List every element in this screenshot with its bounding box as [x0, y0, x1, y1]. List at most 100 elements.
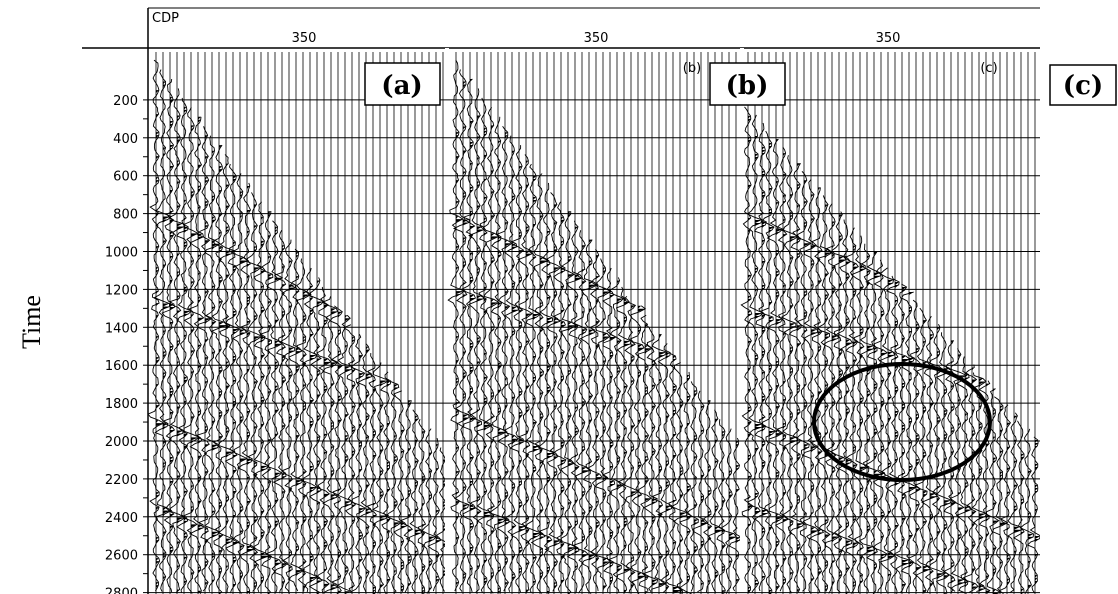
trace-positive-fill — [582, 245, 591, 558]
trace-positive-fill — [352, 336, 356, 589]
trace-positive-fill — [965, 374, 972, 588]
seismic-trace — [608, 277, 625, 593]
trace-positive-fill — [694, 390, 699, 574]
trace-positive-fill — [561, 216, 566, 583]
seismic-trace — [878, 267, 896, 593]
trace-positive-fill — [408, 400, 413, 587]
trace-positive-fill — [198, 116, 204, 594]
time-tick-label: 1000 — [105, 246, 138, 261]
seismic-panel-c — [740, 48, 1044, 594]
seismic-trace — [517, 154, 533, 593]
seismic-trace — [914, 307, 931, 594]
seismic-trace — [802, 179, 819, 594]
time-tick-label: 1200 — [105, 283, 138, 298]
seismic-trace — [551, 201, 567, 593]
trace-positive-fill — [846, 261, 853, 594]
seismic-trace — [615, 286, 632, 594]
trace-positive-fill — [533, 176, 541, 585]
trace-positive-fill — [797, 163, 805, 593]
seismic-trace — [417, 419, 427, 594]
seismic-panel-a — [147, 48, 449, 594]
time-tick-label: 2600 — [105, 549, 138, 564]
seismic-trace — [808, 187, 825, 593]
trace-positive-fill — [317, 280, 324, 594]
trace-positive-fill — [839, 214, 846, 578]
seismic-trace — [637, 314, 653, 592]
seismic-trace — [728, 437, 742, 592]
seismic-trace — [217, 154, 236, 593]
seismic-trace — [651, 333, 668, 593]
seismic-trace — [461, 78, 477, 593]
time-tick-label: 200 — [113, 94, 138, 109]
seismic-trace — [224, 163, 241, 594]
seismic-trace — [367, 353, 378, 594]
seismic-trace — [272, 229, 289, 594]
seismic-trace — [836, 219, 854, 592]
time-tick-label: 800 — [113, 208, 138, 223]
seismic-trace — [1007, 412, 1023, 594]
trace-positive-fill — [874, 251, 882, 570]
seismic-trace — [356, 343, 373, 593]
seismic-trace — [232, 173, 249, 594]
seismic-trace — [1019, 428, 1034, 594]
trace-positive-fill — [916, 324, 921, 571]
seismic-trace — [872, 259, 889, 593]
trace-positive-fill — [505, 132, 512, 586]
seismic-trace — [405, 409, 423, 594]
seismic-trace — [829, 211, 847, 593]
trace-positive-fill — [170, 97, 175, 553]
seismic-trace — [1013, 420, 1025, 592]
seismic-trace — [488, 116, 508, 594]
seismic-trace — [295, 258, 312, 592]
trace-positive-fill — [708, 400, 712, 584]
seismic-trace — [587, 248, 603, 592]
seismic-trace — [746, 114, 764, 593]
seismic-trace — [893, 283, 911, 594]
seismic-trace — [400, 400, 414, 593]
cdp-tick-label-b: 350 — [584, 31, 609, 46]
seismic-trace — [210, 144, 229, 593]
seismic-trace — [678, 371, 692, 594]
trace-positive-fill — [359, 355, 366, 581]
panel-b-label: (b) — [726, 71, 769, 101]
seismic-trace — [665, 352, 682, 594]
panel-b-small-label: (b) — [683, 61, 701, 76]
seismic-trace — [385, 380, 403, 592]
trace-positive-fill — [680, 401, 688, 594]
seismic-trace — [740, 106, 754, 594]
trace-positive-fill — [631, 305, 639, 588]
trace-positive-fill — [205, 135, 212, 586]
highlight-ellipse — [812, 362, 992, 482]
seismic-trace — [560, 211, 578, 593]
seismic-trace — [427, 438, 442, 592]
seismic-trace — [447, 59, 465, 592]
seismic-trace — [949, 348, 968, 592]
seismic-trace — [822, 203, 841, 594]
cdp-tick-label-c: 350 — [876, 31, 901, 46]
trace-positive-fill — [456, 132, 465, 586]
trace-positive-fill — [687, 374, 692, 594]
trace-positive-fill — [937, 327, 946, 580]
trace-positive-fill — [610, 295, 616, 583]
seismic-trace — [245, 192, 263, 592]
seismic-trace — [780, 155, 800, 594]
trace-positive-fill — [986, 383, 990, 594]
seismic-trace — [594, 258, 612, 592]
seismic-trace — [843, 227, 860, 594]
time-tick-label: 2000 — [105, 435, 138, 450]
seismic-trace — [921, 315, 938, 593]
time-tick-label: 1800 — [105, 397, 138, 412]
seismic-trace — [692, 390, 709, 593]
seismic-trace — [203, 135, 221, 592]
seismic-trace — [161, 78, 176, 593]
seismic-trace — [865, 251, 883, 594]
time-tick-label: 400 — [113, 132, 138, 147]
time-tick-label: 2200 — [105, 473, 138, 488]
seismic-trace — [259, 211, 274, 593]
panel-c-label-box: (c) — [1049, 64, 1117, 106]
trace-positive-fill — [547, 230, 554, 594]
panel-a-label-box: (a) — [364, 62, 441, 106]
seismic-trace — [721, 428, 737, 594]
seismic-trace — [760, 130, 777, 594]
